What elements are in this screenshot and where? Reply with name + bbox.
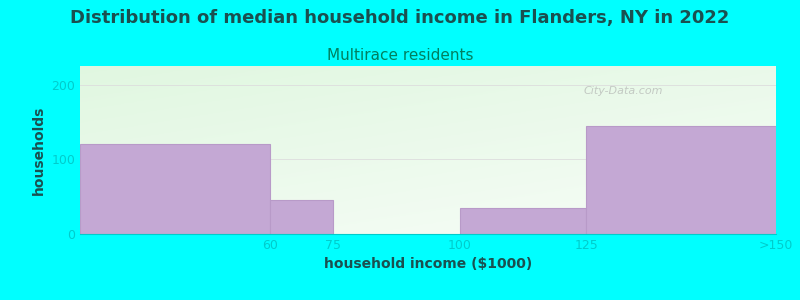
Bar [460, 208, 586, 234]
Bar [80, 144, 270, 234]
Bar [586, 126, 776, 234]
Bar [270, 200, 333, 234]
Text: Distribution of median household income in Flanders, NY in 2022: Distribution of median household income … [70, 9, 730, 27]
Y-axis label: households: households [32, 105, 46, 195]
Text: City-Data.com: City-Data.com [583, 86, 662, 96]
X-axis label: household income ($1000): household income ($1000) [324, 257, 532, 272]
Text: Multirace residents: Multirace residents [326, 48, 474, 63]
